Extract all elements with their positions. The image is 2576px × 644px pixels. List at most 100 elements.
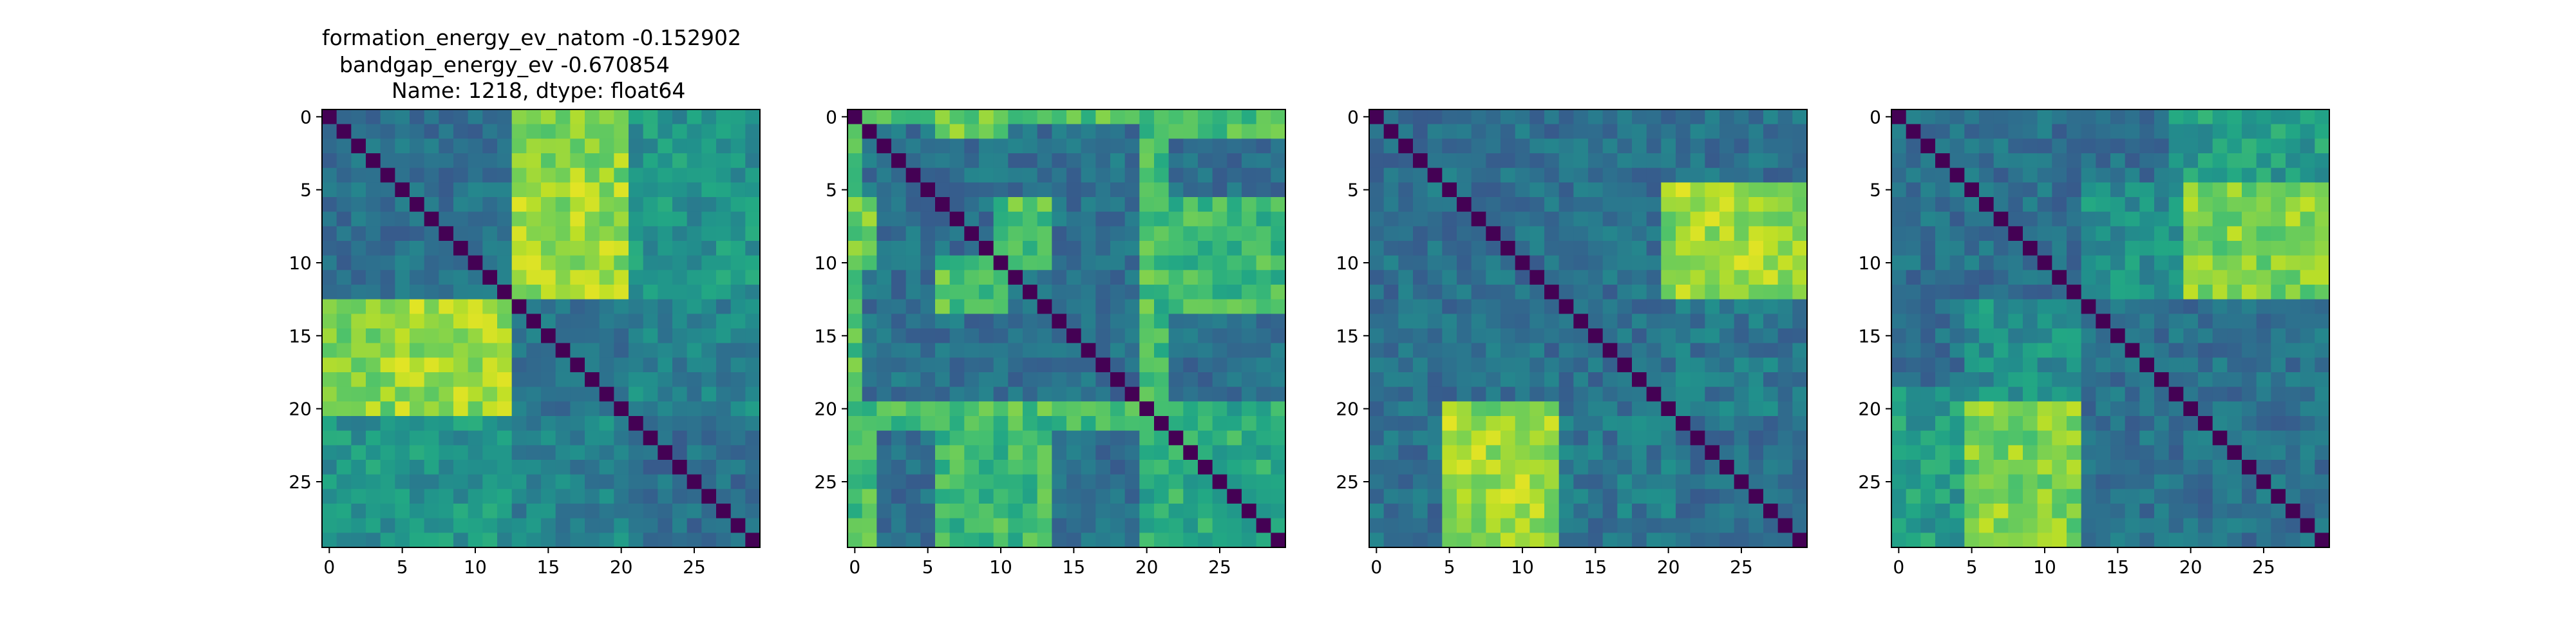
heatmap-cell	[1081, 357, 1096, 373]
heatmap-cell	[2271, 504, 2286, 519]
heatmap-cell	[1081, 518, 1096, 533]
heatmap-cell	[585, 314, 600, 329]
heatmap-cell	[1139, 109, 1155, 125]
heatmap-cell	[1486, 357, 1501, 373]
heatmap-cell	[1501, 270, 1516, 285]
heatmap-cell	[1632, 241, 1647, 256]
heatmap-cell	[1369, 328, 1385, 344]
heatmap-cell	[2271, 124, 2286, 139]
heatmap-cell	[658, 430, 673, 446]
heatmap-cell	[2154, 328, 2170, 344]
heatmap-cell	[1052, 357, 1067, 373]
heatmap-cell	[1139, 211, 1155, 227]
heatmap-cell	[658, 182, 673, 198]
heatmap-cell	[2110, 241, 2126, 256]
heatmap-cell	[380, 138, 395, 154]
heatmap-cell	[891, 153, 907, 169]
heatmap-cell	[2008, 489, 2023, 504]
heatmap-cell	[1212, 518, 1227, 533]
heatmap-cell	[1501, 182, 1516, 198]
heatmap-cell	[1212, 372, 1227, 388]
heatmap-cell	[482, 255, 498, 270]
heatmap-cell	[658, 314, 673, 329]
heatmap-cell	[1383, 314, 1399, 329]
heatmap-cell	[672, 357, 688, 373]
heatmap-cell	[1734, 416, 1749, 431]
heatmap-cell	[1008, 153, 1023, 169]
heatmap-cell	[629, 460, 644, 475]
heatmap-cell	[716, 182, 732, 198]
heatmap-cell	[629, 518, 644, 533]
heatmap-cell	[1124, 430, 1140, 446]
heatmap-cell	[1573, 430, 1589, 446]
heatmap-cell	[1964, 182, 1980, 198]
heatmap-cell	[730, 357, 746, 373]
heatmap-cell	[1457, 270, 1472, 285]
heatmap-cell	[1544, 270, 1560, 285]
heatmap-cell	[2081, 474, 2096, 489]
heatmap-cell	[1271, 226, 1286, 242]
heatmap-cell	[1154, 314, 1170, 329]
heatmap-cell	[2271, 343, 2286, 358]
heatmap-cell	[1573, 285, 1589, 300]
heatmap-cell	[1763, 124, 1779, 139]
heatmap-cell	[1124, 343, 1140, 358]
heatmap-cell	[1646, 241, 1662, 256]
heatmap-cell	[468, 518, 483, 533]
heatmap-cell	[2096, 533, 2111, 548]
heatmap-cell	[730, 401, 746, 417]
x-tick-label: 25	[1208, 556, 1231, 578]
heatmap-cell	[599, 518, 614, 533]
heatmap-cell	[468, 504, 483, 519]
heatmap-cell	[672, 504, 688, 519]
heatmap-cell	[1602, 445, 1618, 460]
heatmap-cell	[2315, 167, 2330, 183]
heatmap-cell	[2008, 504, 2023, 519]
heatmap-cell	[1719, 372, 1735, 388]
heatmap-cell	[701, 474, 717, 489]
heatmap-cell	[439, 270, 454, 285]
heatmap-cell	[1271, 343, 1286, 358]
heatmap-cell	[1588, 386, 1604, 402]
heatmap-cell	[905, 124, 921, 139]
heatmap-cell	[2023, 182, 2038, 198]
heatmap-cell	[2242, 357, 2257, 373]
heatmap-cell	[1081, 416, 1096, 431]
heatmap-cell	[848, 430, 863, 446]
heatmap-cell	[1979, 226, 1994, 242]
heatmap-cell	[876, 197, 892, 213]
heatmap-cell	[905, 226, 921, 242]
heatmap-cell	[658, 255, 673, 270]
heatmap-cell	[2096, 270, 2111, 285]
heatmap-cell	[1212, 211, 1227, 227]
heatmap-cell	[1227, 182, 1242, 198]
heatmap-cell	[1920, 328, 1936, 344]
heatmap-cell	[1748, 314, 1764, 329]
y-tick-label: 25	[289, 471, 312, 493]
heatmap-cell	[541, 241, 556, 256]
heatmap-cell	[1037, 124, 1052, 139]
heatmap-cell	[1124, 211, 1140, 227]
heatmap-cell	[2037, 518, 2052, 533]
heatmap-cell	[935, 197, 951, 213]
heatmap-cell	[1457, 343, 1472, 358]
heatmap-cell	[848, 182, 863, 198]
heatmap-cell	[905, 474, 921, 489]
heatmap-cell	[468, 357, 483, 373]
heatmap-cell	[1763, 372, 1779, 388]
heatmap-cell	[1949, 386, 1965, 402]
heatmap-cell	[2242, 197, 2257, 213]
heatmap-cell	[1008, 533, 1023, 548]
heatmap-cell	[482, 314, 498, 329]
heatmap-cell	[1661, 299, 1676, 314]
heatmap-cell	[453, 460, 469, 475]
heatmap-cell	[1413, 197, 1428, 213]
heatmap-cell	[424, 270, 439, 285]
heatmap-cell	[453, 328, 469, 344]
heatmap-cell	[891, 343, 907, 358]
heatmap-cell	[1110, 197, 1126, 213]
heatmap-cell	[614, 430, 629, 446]
heatmap-cell	[658, 518, 673, 533]
heatmap-cell	[1763, 314, 1779, 329]
heatmap-cell	[1023, 445, 1038, 460]
